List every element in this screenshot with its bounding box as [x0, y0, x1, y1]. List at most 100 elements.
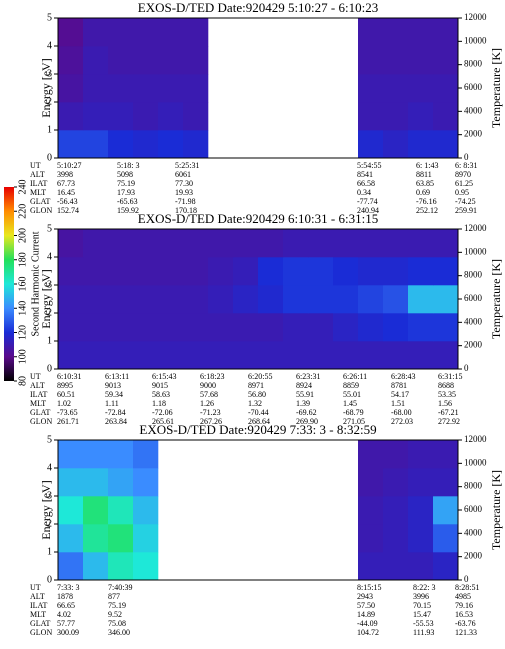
heatmap-cell — [83, 18, 109, 47]
table-cell: 17.93 — [117, 188, 135, 197]
heatmap-cell — [133, 229, 159, 258]
table-cell: 6:28:43 — [391, 372, 415, 381]
table-cell: -69.62 — [296, 408, 317, 417]
heatmap-cell — [133, 102, 159, 131]
y2-tick-label: 8000 — [464, 270, 483, 280]
table-cell: 1.45 — [343, 399, 357, 408]
heatmap-cell — [133, 552, 159, 581]
table-row-label: ILAT — [30, 601, 47, 610]
heatmap-cell — [58, 18, 84, 47]
table-cell: 265.61 — [152, 417, 174, 426]
y-tick-label: 1 — [47, 124, 52, 135]
heatmap-cell — [358, 130, 384, 159]
heatmap-cell — [358, 74, 384, 103]
heatmap-cell — [158, 18, 184, 47]
colorbar-tick-label: 120 — [17, 325, 28, 340]
heatmap-cell — [133, 130, 159, 159]
heatmap-cell — [108, 18, 134, 47]
table-cell: 7:33: 3 — [57, 583, 79, 592]
heatmap-cell — [383, 257, 409, 286]
heatmap-cell — [83, 130, 109, 159]
heatmap-cell — [358, 524, 384, 553]
heatmap-cell — [433, 468, 459, 497]
heatmap-cell — [108, 102, 134, 131]
table-cell: 1.02 — [57, 399, 71, 408]
y2-tick-label: 12000 — [464, 12, 487, 22]
heatmap-cell — [183, 74, 209, 103]
heatmap-cell — [108, 440, 134, 469]
table-cell: 77.30 — [175, 179, 193, 188]
colorbar — [4, 187, 14, 381]
table-cell: 56.80 — [248, 390, 266, 399]
y2-tick-label: 2000 — [464, 551, 483, 561]
table-cell: 0.95 — [455, 188, 469, 197]
table-cell: 55.91 — [296, 390, 314, 399]
y-tick-label: 0 — [47, 574, 52, 585]
y2-axis-label: Temperature [K] — [489, 470, 503, 550]
table-cell: 269.90 — [296, 417, 318, 426]
heatmap-cell — [258, 257, 284, 286]
colorbar-tick-label: 160 — [17, 277, 28, 292]
table-cell: -56.43 — [57, 197, 78, 206]
heatmap-cell — [433, 257, 459, 286]
heatmap-cell — [158, 257, 184, 286]
heatmap-cell — [58, 468, 84, 497]
table-cell: 121.33 — [455, 628, 477, 637]
heatmap-cell — [358, 341, 384, 370]
y2-tick-label: 12000 — [464, 223, 487, 233]
heatmap-cell — [358, 257, 384, 286]
heatmap-cell — [133, 74, 159, 103]
heatmap-cell — [433, 313, 459, 342]
heatmap-cell — [83, 257, 109, 286]
y2-axis-label: Temperature [K] — [489, 48, 503, 128]
colorbar-tick-label: 220 — [17, 204, 28, 219]
heatmap-cell — [58, 46, 84, 75]
panel-title: EXOS-D/TED Date:920429 7:33: 3 - 8:32:59 — [139, 422, 376, 437]
table-cell: 300.09 — [57, 628, 79, 637]
heatmap-cell — [358, 468, 384, 497]
table-cell: 4985 — [455, 592, 471, 601]
table-cell: 1.56 — [438, 399, 452, 408]
heatmap-cell — [358, 46, 384, 75]
table-cell: -77.74 — [357, 197, 378, 206]
heatmap-cell — [133, 46, 159, 75]
heatmap-cell — [383, 46, 409, 75]
table-cell: 16.45 — [57, 188, 75, 197]
table-cell: 1.32 — [248, 399, 262, 408]
heatmap-cell — [383, 440, 409, 469]
table-cell: -71.23 — [200, 408, 221, 417]
colorbar-tick-label: 180 — [17, 252, 28, 267]
heatmap-cell — [83, 552, 109, 581]
colorbar-label: Second Harmonic Current — [30, 231, 41, 336]
heatmap-cell — [333, 313, 359, 342]
table-cell: 15.47 — [413, 610, 431, 619]
table-cell: -76.16 — [416, 197, 437, 206]
heatmap-cell — [308, 257, 334, 286]
table-cell: 252.12 — [416, 206, 438, 215]
heatmap-cell — [83, 341, 109, 370]
heatmap-cell — [108, 229, 134, 258]
heatmap-cell — [383, 18, 409, 47]
y-tick-label: 1 — [47, 335, 52, 346]
heatmap-cell — [183, 18, 209, 47]
table-cell: 9.52 — [108, 610, 122, 619]
heatmap-cell — [233, 341, 259, 370]
y-tick-label: 0 — [47, 363, 52, 374]
heatmap-cell — [108, 468, 134, 497]
y-tick-label: 1 — [47, 546, 52, 557]
heatmap-cell — [433, 102, 459, 131]
table-cell: 272.03 — [391, 417, 413, 426]
heatmap-cell — [58, 341, 84, 370]
heatmap-cell — [83, 229, 109, 258]
heatmap-cell — [183, 102, 209, 131]
y2-tick-label: 2000 — [464, 340, 483, 350]
table-cell: -55.53 — [413, 619, 434, 628]
y2-tick-label: 6000 — [464, 504, 483, 514]
table-cell: 75.08 — [108, 619, 126, 628]
table-cell: -71.98 — [175, 197, 196, 206]
heatmap-cell — [408, 440, 434, 469]
heatmap-cell — [108, 74, 134, 103]
heatmap-cell — [83, 496, 109, 525]
heatmap-cell — [333, 229, 359, 258]
heatmap-cell — [83, 313, 109, 342]
